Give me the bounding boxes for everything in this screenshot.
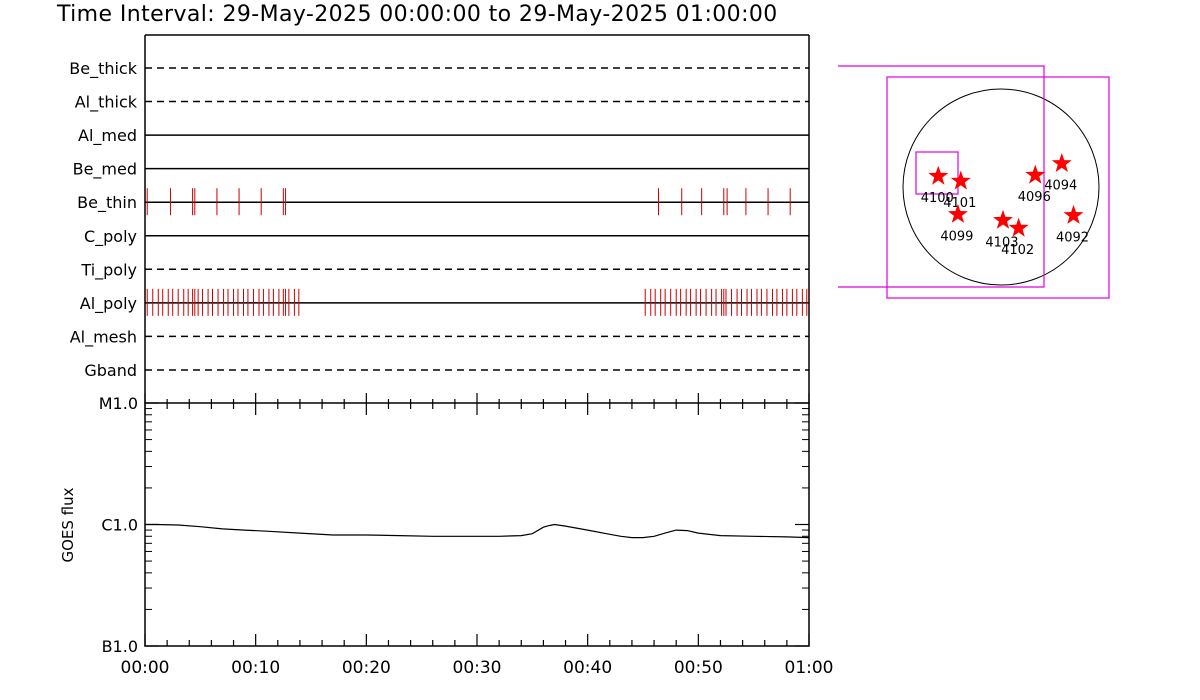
fov-box-outer (886, 76, 1110, 299)
fov-box-small (915, 151, 959, 195)
goes-flux-panel: M1.0 C1.0 B1.0 GOES flux 00:00 00:10 00:20 00:3… (59, 393, 834, 678)
goes-xtick-label: 00:10 (231, 658, 280, 678)
region-marker-4103 (993, 209, 1013, 229)
region-marker-4102 (1008, 217, 1029, 237)
goes-ytick-label: B1.0 (102, 637, 138, 656)
goes-xtick-label: 00:20 (342, 658, 391, 678)
channel-label-gband: Gband (84, 361, 137, 380)
goes-plot-frame (144, 402, 810, 647)
goes-ylabel: GOES flux (59, 487, 77, 562)
channel-label-c-poly: C_poly (84, 227, 137, 247)
solar-disk-outline (902, 88, 1100, 286)
region-marker-4092 (1063, 204, 1084, 224)
region-label-4099: 4099 (940, 229, 973, 244)
fov-box-partial (838, 65, 1045, 288)
region-marker-4100 (928, 165, 949, 185)
channel-timeline-panel: Be_thick Al_thick Al_med Be_med Be_thin C_pol… (69, 34, 810, 403)
region-label-4100: 4100 (921, 191, 954, 206)
channel-label-al-poly: Al_poly (80, 294, 137, 314)
region-marker-4096 (1025, 164, 1046, 184)
region-label-4092: 4092 (1056, 230, 1089, 245)
region-label-4103: 4103 (985, 235, 1018, 250)
region-label-4094: 4094 (1044, 178, 1077, 193)
goes-ytick-label: M1.0 (99, 394, 138, 413)
channel-label-be-thin: Be_thin (77, 193, 137, 213)
region-marker-4094 (1051, 153, 1072, 172)
channel-label-be-thick: Be_thick (69, 59, 137, 79)
region-marker-4099 (947, 203, 968, 223)
channel-label-al-mesh: Al_mesh (70, 327, 137, 347)
region-marker-4101 (950, 170, 971, 190)
channel-label-be-med: Be_med (73, 160, 137, 180)
time-interval-title: Time Interval: 29-May-2025 00:00:00 to 2… (57, 2, 778, 27)
goes-xtick-label: 00:30 (453, 658, 502, 678)
goes-xtick-label: 00:50 (674, 658, 723, 678)
goes-xtick-label: 00:00 (121, 658, 170, 678)
goes-ytick-label: C1.0 (101, 516, 138, 535)
region-label-4096: 4096 (1018, 190, 1051, 205)
goes-flux-curve (145, 523, 810, 539)
goes-xtick-label: 00:40 (563, 658, 612, 678)
goes-xtick-label: 01:00 (785, 658, 834, 678)
channel-label-al-med: Al_med (78, 126, 137, 146)
channel-label-al-thick: Al_thick (75, 93, 138, 113)
region-label-4101: 4101 (943, 196, 976, 211)
channel-label-ti-poly: Ti_poly (80, 260, 137, 280)
region-label-4102: 4102 (1001, 243, 1034, 258)
